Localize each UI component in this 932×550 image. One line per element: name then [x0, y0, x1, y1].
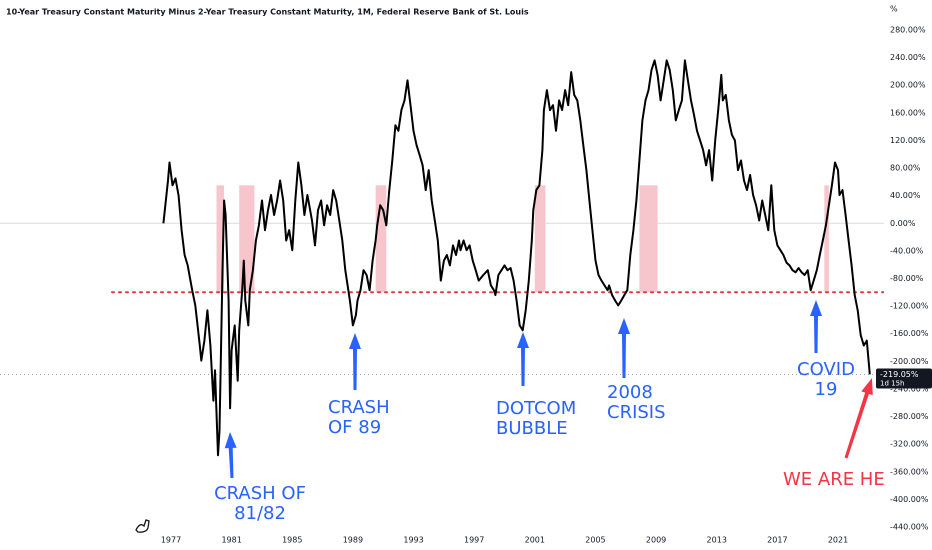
annotation-text: COVID — [797, 359, 855, 380]
x-tick-label: 1989 — [343, 536, 363, 545]
countdown-label: 1d 15h — [880, 379, 904, 387]
annotation-text: CRISIS — [607, 402, 666, 423]
x-tick-label: 2009 — [646, 536, 666, 545]
y-tick-label: -160.00% — [890, 329, 929, 338]
annotation-text: CRASH — [328, 397, 390, 418]
y-tick-label: 120.00% — [890, 136, 926, 145]
chart-title: 10-Year Treasury Constant Maturity Minus… — [6, 8, 529, 17]
annotation-arrow — [517, 332, 529, 386]
x-tick-label: 1993 — [403, 536, 423, 545]
x-tick-label: 1985 — [282, 536, 302, 545]
annotation-text: WE ARE HERE — [783, 469, 909, 490]
y-tick-label: 200.00% — [890, 81, 926, 90]
recession-band — [216, 185, 225, 293]
y-tick-label: 80.00% — [890, 164, 921, 173]
y-tick-label: 0.00% — [890, 219, 916, 228]
annotation-arrow — [224, 432, 237, 479]
recession-band — [375, 185, 387, 293]
annotation-arrow — [810, 300, 822, 353]
annotation-text: CRASH OF — [214, 483, 306, 504]
annotation-arrow — [349, 333, 361, 390]
y-tick-label: 160.00% — [890, 108, 926, 117]
y-tick-label: -280.00% — [890, 412, 929, 421]
annotation-text: 19 — [815, 379, 838, 400]
logo — [135, 519, 150, 533]
y-tick-label: -360.00% — [890, 467, 929, 476]
y-tick-label: 40.00% — [890, 191, 921, 200]
recession-band — [824, 185, 829, 293]
y-tick-label: -440.00% — [890, 523, 929, 532]
y-tick-label: 280.00% — [890, 26, 926, 35]
annotation: WE ARE HERE — [783, 378, 909, 490]
annotation-arrow — [618, 318, 630, 378]
unit-label: % — [890, 5, 898, 14]
x-tick-label: 2001 — [525, 536, 545, 545]
logo-icon — [135, 519, 150, 533]
y-tick-label: -120.00% — [890, 302, 929, 311]
y-tick-label: -200.00% — [890, 357, 929, 366]
y-tick-label: 240.00% — [890, 53, 926, 62]
x-tick-label: 2021 — [828, 536, 848, 545]
x-tick-label: 1977 — [161, 536, 181, 545]
series-line — [162, 59, 871, 457]
y-tick-label: -40.00% — [890, 246, 924, 255]
annotation-text: 81/82 — [234, 503, 286, 524]
price-label: -219.05% — [880, 370, 919, 379]
recession-band — [534, 185, 546, 293]
annotation-text: 2008 — [607, 382, 653, 403]
x-tick-label: 2005 — [585, 536, 605, 545]
x-tick-label: 1997 — [464, 536, 484, 545]
annotation-text: BUBBLE — [496, 418, 568, 439]
x-tick-label: 2017 — [767, 536, 787, 545]
price-label-box — [876, 368, 932, 389]
annotation-text: DOTCOM — [496, 398, 576, 419]
annotation-arrow — [844, 378, 873, 459]
annotation-text: OF 89 — [328, 417, 381, 438]
y-tick-label: -320.00% — [890, 440, 929, 449]
recession-band — [639, 185, 658, 293]
y-tick-label: -80.00% — [890, 274, 924, 283]
x-tick-label: 2013 — [707, 536, 727, 545]
x-tick-label: 1981 — [221, 536, 241, 545]
y-tick-label: -240.00% — [890, 384, 929, 393]
y-tick-label: -400.00% — [890, 495, 929, 504]
